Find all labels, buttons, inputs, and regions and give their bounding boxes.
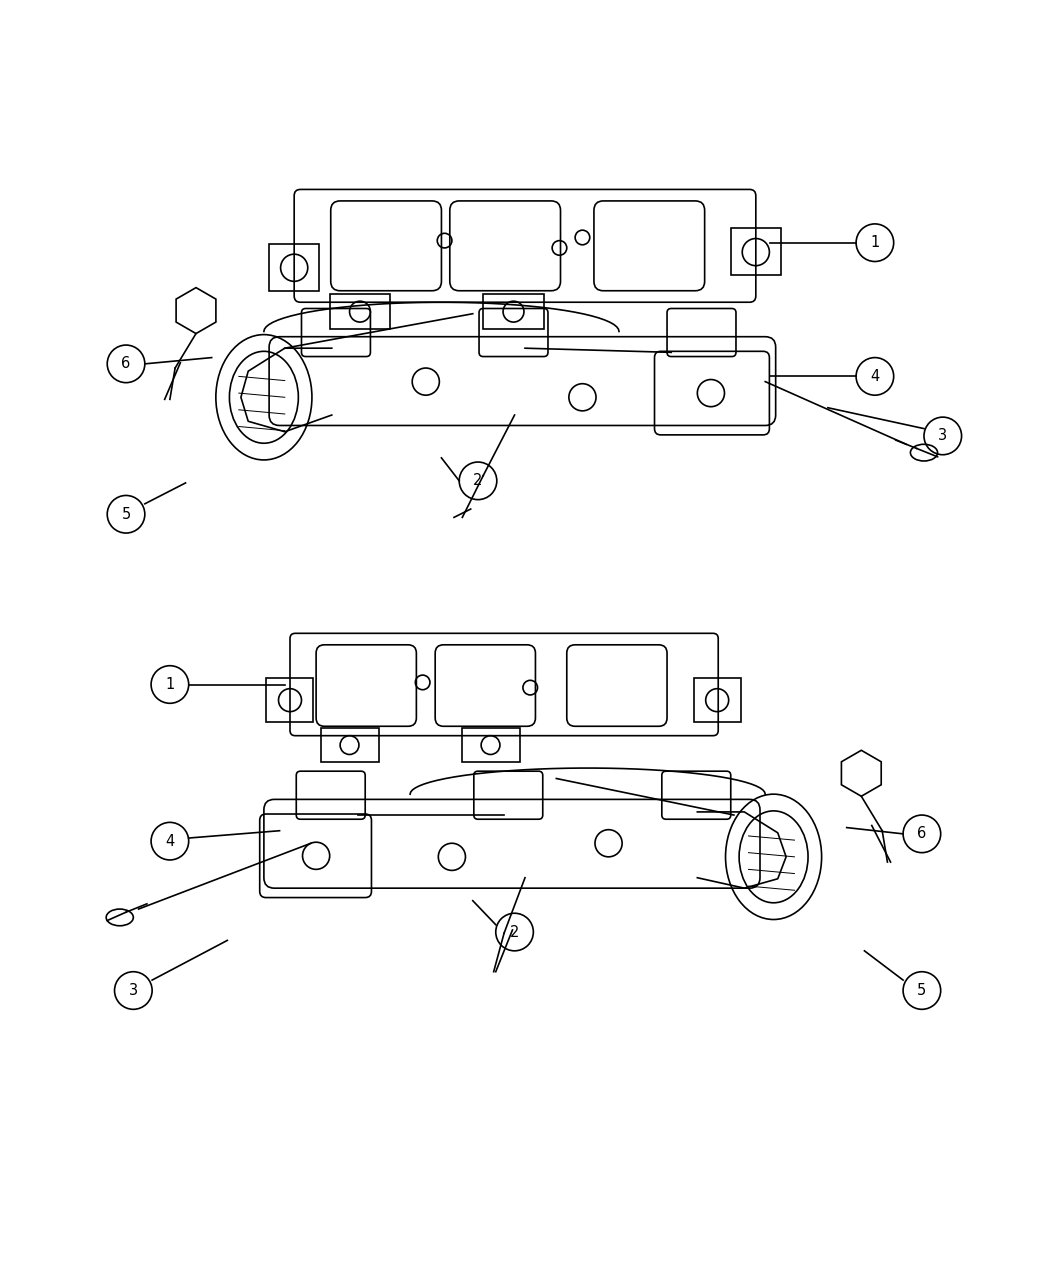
Text: 1: 1	[870, 235, 880, 250]
Text: 2: 2	[510, 924, 520, 940]
Text: 3: 3	[129, 983, 138, 998]
Bar	[266, 678, 313, 722]
Text: 4: 4	[165, 834, 174, 849]
Bar	[694, 678, 741, 722]
Text: 2: 2	[474, 473, 483, 488]
Bar	[483, 293, 544, 329]
Text: 5: 5	[122, 506, 130, 521]
Bar	[330, 293, 391, 329]
Text: 6: 6	[122, 356, 130, 371]
Text: 4: 4	[870, 368, 880, 384]
Bar	[269, 244, 319, 291]
Bar	[321, 728, 379, 761]
Text: 6: 6	[918, 826, 926, 842]
Text: 1: 1	[165, 677, 174, 692]
Text: 5: 5	[918, 983, 926, 998]
Bar	[731, 228, 781, 275]
Bar	[462, 728, 520, 761]
Text: 3: 3	[939, 428, 947, 444]
